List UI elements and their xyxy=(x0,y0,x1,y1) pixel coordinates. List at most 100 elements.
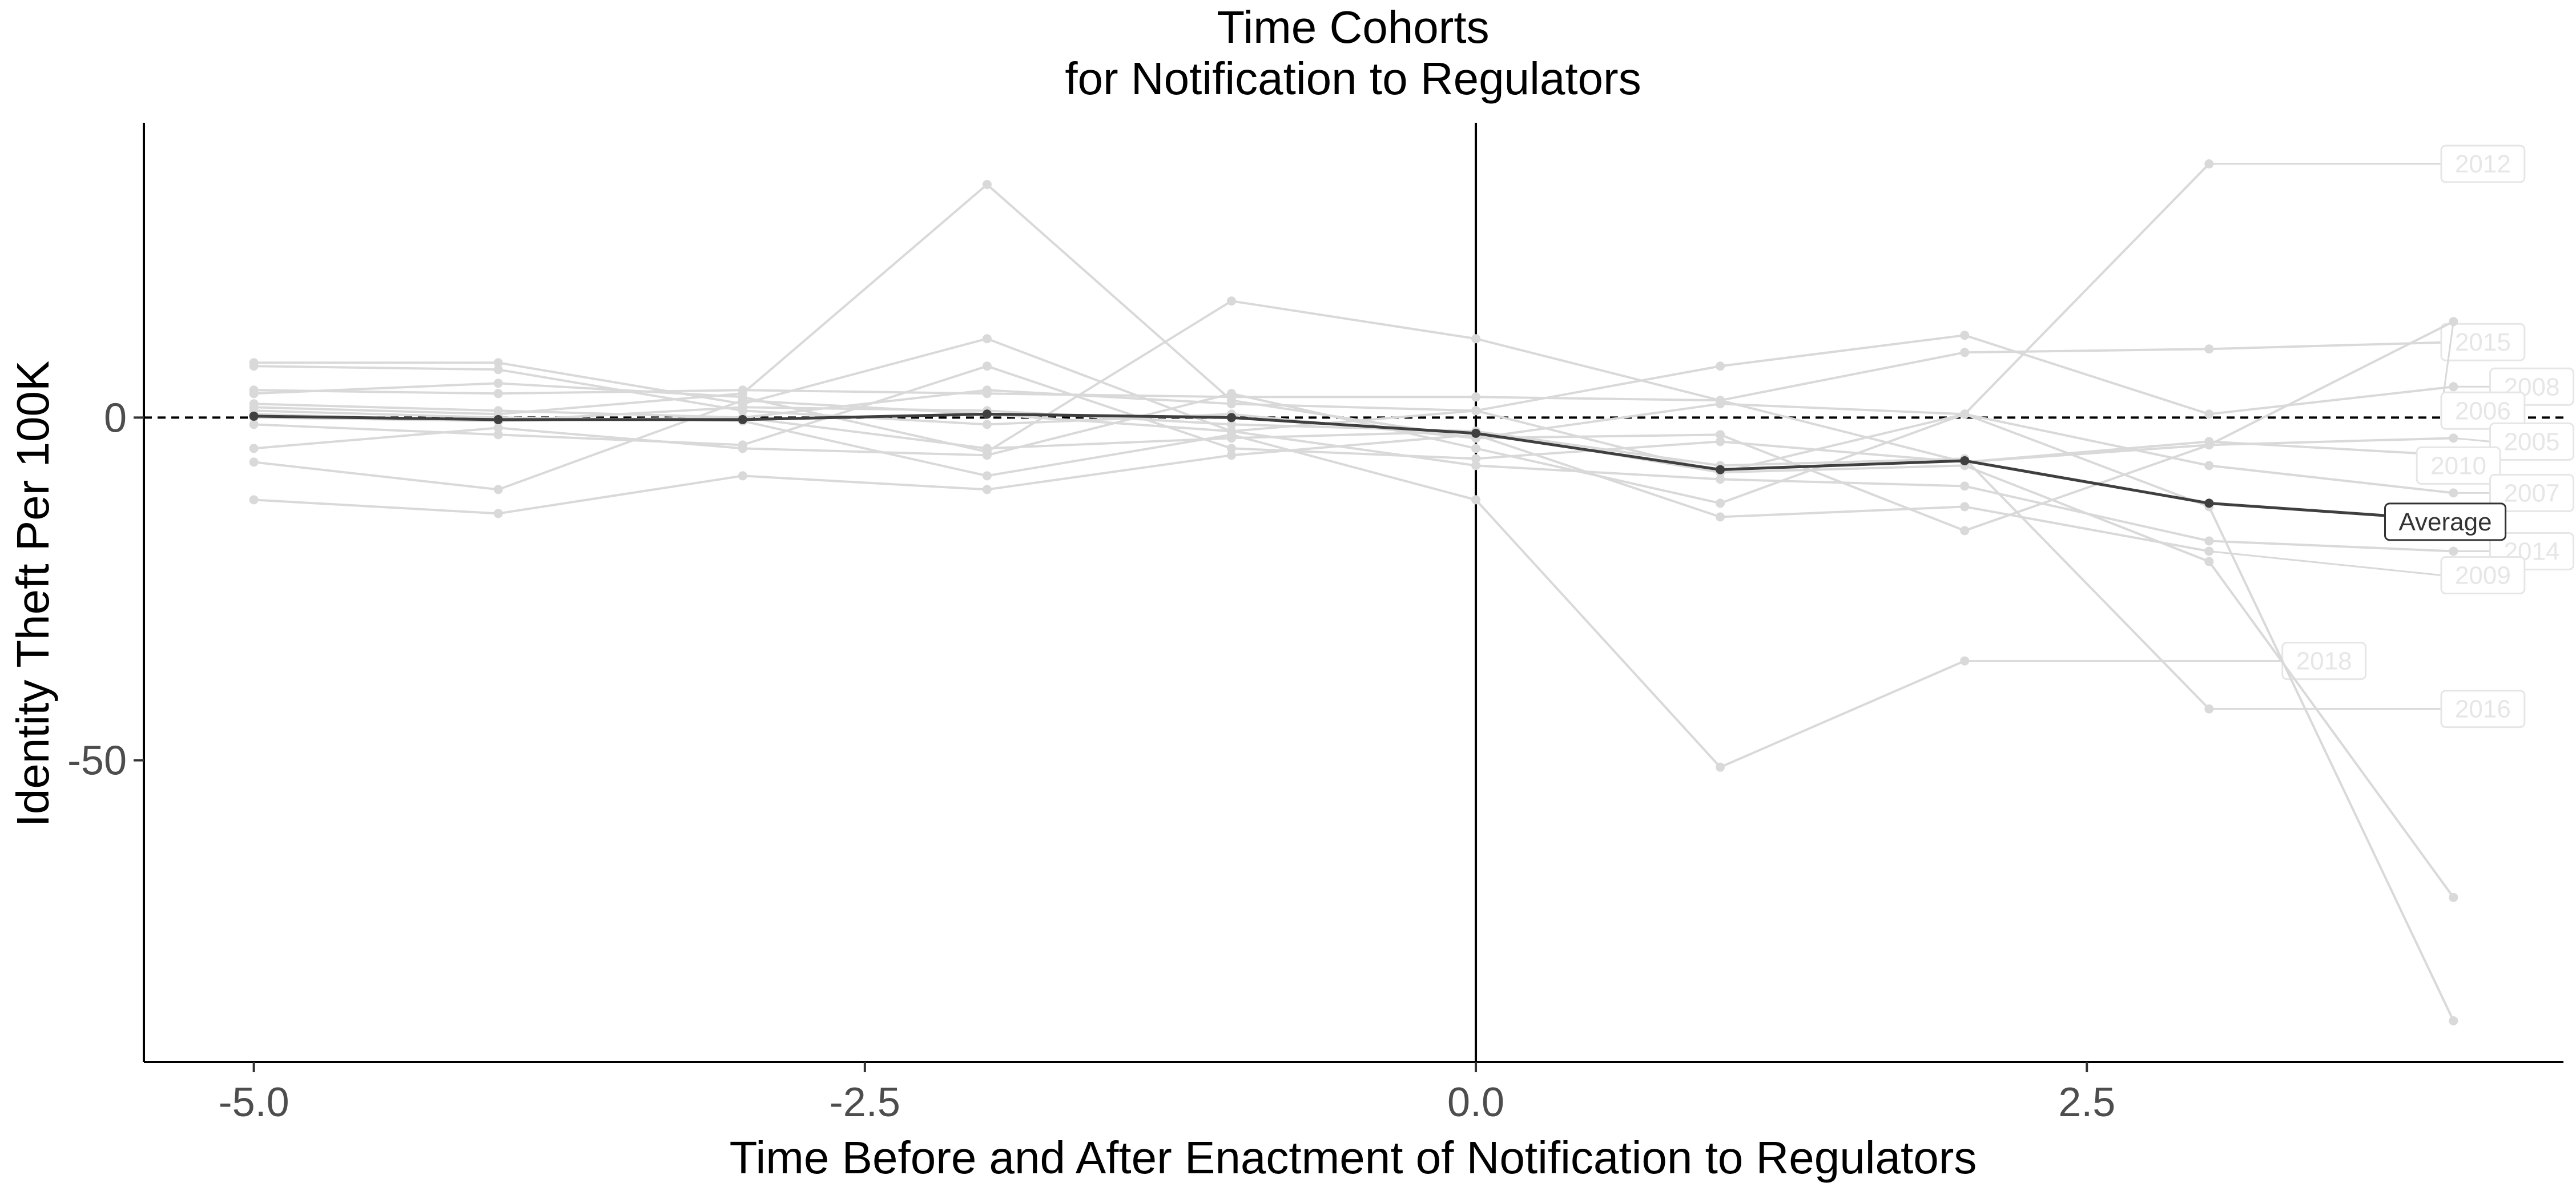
cohort-2010-point xyxy=(1471,454,1481,464)
average-point xyxy=(493,415,503,424)
cohort-2008-point xyxy=(1716,361,1725,371)
cohort-2009-point xyxy=(1960,502,1970,512)
cohort-2009-label-connector xyxy=(2209,550,2442,576)
cohort-2015-line xyxy=(253,341,2454,402)
cohort-2016-label: 2016 xyxy=(2440,690,2526,729)
cohort-unlabeled-point xyxy=(493,406,503,416)
cohort-2006-point xyxy=(493,379,503,388)
cohort-2007-line xyxy=(253,392,2454,505)
cohort-2014-point xyxy=(493,485,503,494)
cohort-2015-label-text: 2015 xyxy=(2455,328,2511,356)
cohort-2008-point xyxy=(1960,331,1970,340)
cohort-2007-point xyxy=(1471,444,1481,453)
cohort-2005-point xyxy=(249,361,259,371)
cohort-2018-point xyxy=(982,471,992,481)
cohort-unlabeled-point xyxy=(982,444,992,453)
cohort-unlabeled-point xyxy=(1226,433,1236,443)
cohort-2016-label-text: 2016 xyxy=(2455,695,2511,723)
cohort-2006-point xyxy=(1716,396,1725,405)
x-axis-ticks: -5.0 -2.5 0.0 2.5 xyxy=(219,1062,2115,1125)
cohort-2010-label: 2010 xyxy=(2416,446,2501,485)
cohort-2005-label: 2005 xyxy=(2489,422,2574,461)
cohort-2010-point xyxy=(982,361,992,371)
cohort-2018-point xyxy=(1471,495,1481,505)
y-axis-label: Identity Theft Per 100K xyxy=(7,361,58,827)
cohort-2012-point xyxy=(982,180,992,190)
cohort-2009-point xyxy=(1716,512,1725,522)
cohort-2008-point xyxy=(982,334,992,344)
cohort-2007-label-box xyxy=(2489,473,2574,512)
cohort-2012-label-text: 2012 xyxy=(2455,150,2511,178)
cohort-2005-point xyxy=(1960,526,1970,536)
cohort-2015-label-box xyxy=(2440,323,2526,361)
average-point xyxy=(1226,413,1236,422)
cohort-2014-point xyxy=(249,457,259,467)
cohort-2014-point xyxy=(738,396,747,405)
cohort-unlabeled-point xyxy=(249,399,259,409)
cohort-2009-point xyxy=(982,485,992,494)
average-label-text: Average xyxy=(2399,508,2492,536)
cohort-unlabeled-point xyxy=(1471,406,1481,416)
chart-subtitle: for Notification to Regulators xyxy=(1065,53,1641,104)
cohort-2014-point xyxy=(1471,461,1481,470)
cohort-2015-point xyxy=(2204,344,2214,354)
cohort-2015-point xyxy=(738,385,747,395)
cohort-2009-label-box xyxy=(2440,556,2526,594)
cohort-unlabeled-line xyxy=(253,389,2454,899)
y-tick-label: 0 xyxy=(104,395,127,441)
cohort-unlabeled-point xyxy=(982,385,992,395)
x-axis-label: Time Before and After Enactment of Notif… xyxy=(730,1132,1977,1183)
cohort-unlabeled-point xyxy=(1226,399,1236,409)
cohort-2015-point xyxy=(1960,348,1970,357)
x-tick-label: 0.0 xyxy=(1447,1080,1504,1125)
average-point xyxy=(982,409,992,419)
chart-title: Time Cohorts xyxy=(1217,2,1489,53)
cohort-2015-point xyxy=(1471,392,1481,402)
average-point xyxy=(2204,498,2214,508)
average-point xyxy=(1716,465,1725,474)
cohort-2006-label-box xyxy=(2440,391,2526,430)
cohort-2015-label: 2015 xyxy=(2440,323,2526,361)
cohort-2010-line xyxy=(253,365,2454,464)
cohort-2005-label-connector xyxy=(2453,437,2490,442)
average-line xyxy=(253,412,2454,522)
average-point xyxy=(1471,428,1481,438)
cohort-2006-point xyxy=(1471,334,1481,344)
cohort-2008-point xyxy=(493,358,503,368)
cohort-2007-label-text: 2007 xyxy=(2504,479,2560,507)
cohort-2009-point xyxy=(249,495,259,505)
cohort-2010-point xyxy=(1716,437,1725,446)
cohort-2005-point xyxy=(493,365,503,375)
x-tick-label: 2.5 xyxy=(2058,1080,2115,1125)
cohort-2009-label: 2009 xyxy=(2440,556,2526,594)
cohort-2007-point xyxy=(1226,389,1236,399)
cohort-unlabeled-point xyxy=(2449,892,2458,902)
cohort-2014-point xyxy=(1716,474,1725,484)
cohort-2006-point xyxy=(249,389,259,399)
cohort-2007-point xyxy=(493,423,503,433)
cohort-unlabeled-point xyxy=(2204,557,2214,566)
cohort-2009-label-text: 2009 xyxy=(2455,561,2511,589)
cohort-2007-point xyxy=(2204,461,2214,470)
cohort-2010-point xyxy=(493,430,503,440)
cohort-2007-point xyxy=(249,444,259,453)
cohort-2014-point xyxy=(2204,536,2214,546)
cohort-2010-label-box xyxy=(2416,446,2501,485)
x-tick-label: -5.0 xyxy=(219,1080,289,1125)
cohort-2010-point xyxy=(1226,444,1236,453)
cohort-2006-point xyxy=(1226,296,1236,306)
cohort-2010-label-text: 2010 xyxy=(2430,452,2486,480)
average-point xyxy=(738,415,747,424)
cohort-2009-point xyxy=(1226,450,1236,460)
cohort-2018-label: 2018 xyxy=(2281,642,2367,681)
cohort-unlabeled-point xyxy=(1960,409,1970,419)
average-point xyxy=(249,411,259,421)
cohort-2006-label: 2006 xyxy=(2440,391,2526,430)
cohort-2009-point xyxy=(493,509,503,518)
cohort-2010-point xyxy=(2204,437,2214,446)
y-tick-label: -50 xyxy=(67,738,127,784)
cohort-2010-point xyxy=(249,420,259,429)
cohort-2018-label-text: 2018 xyxy=(2296,647,2352,675)
cohort-2005-point xyxy=(982,420,992,429)
